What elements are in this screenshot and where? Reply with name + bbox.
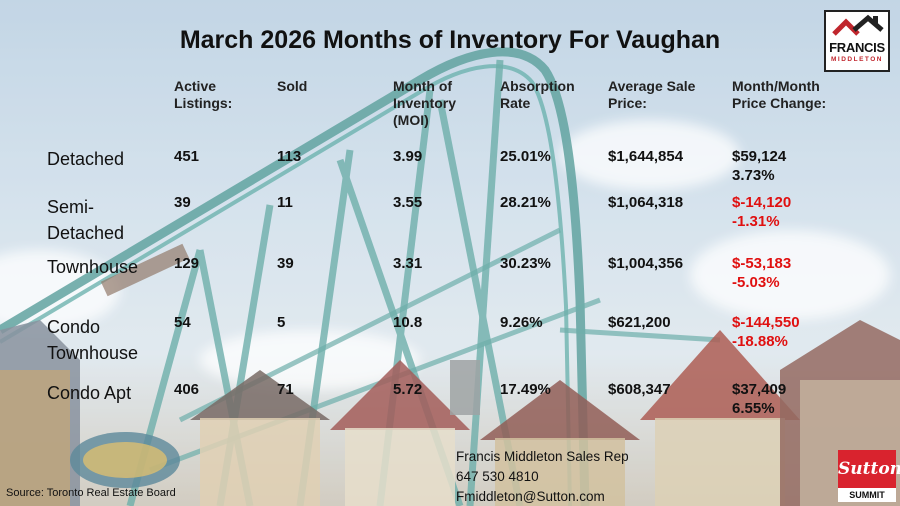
cell-active: 39 — [174, 194, 191, 211]
header-month-change: Month/Month Price Change: — [732, 78, 827, 111]
cell-avg-price: $1,004,356 — [608, 255, 684, 272]
cell-avg-price: $1,064,318 — [608, 194, 684, 211]
cell-moi: 3.99 — [393, 148, 423, 165]
source-note: Source: Toronto Real Estate Board — [6, 487, 176, 499]
cell-price-change: $-14,120 -1.31% — [732, 194, 792, 230]
cell-moi: 5.72 — [393, 381, 423, 398]
contact-info: Francis Middleton Sales Rep 647 530 4810… — [456, 447, 629, 506]
cell-absorption: 28.21% — [500, 194, 551, 211]
row-label-townhouse: Townhouse — [47, 257, 139, 277]
cell-moi: 3.55 — [393, 194, 423, 211]
cell-sold: 71 — [277, 381, 294, 398]
row-label-semi-detached: Semi- Detached — [47, 197, 125, 243]
header-active-listings: Active Listings: — [174, 78, 233, 111]
slide-title: March 2026 Months of Inventory For Vaugh… — [179, 26, 721, 54]
header-average-sale-price: Average Sale Price: — [608, 78, 696, 111]
francis-middleton-logo: FRANCIS MIDDLETON — [824, 10, 890, 72]
cell-sold: 5 — [277, 314, 286, 331]
header-sold: Sold — [277, 78, 308, 94]
cell-absorption: 30.23% — [500, 255, 551, 272]
cell-moi: 3.31 — [393, 255, 423, 272]
cell-avg-price: $621,200 — [608, 314, 671, 331]
contact-phone: 647 530 4810 — [456, 469, 539, 484]
cell-active: 406 — [174, 381, 200, 398]
cell-price-change: $59,124 3.73% — [732, 148, 787, 184]
row-label-condo-apt: Condo Apt — [47, 383, 132, 403]
row-label-detached: Detached — [47, 149, 125, 169]
cell-absorption: 17.49% — [500, 381, 551, 398]
cell-price-change: $37,409 6.55% — [732, 381, 787, 417]
cell-moi: 10.8 — [393, 314, 423, 331]
sutton-brand: Sutton — [838, 450, 900, 488]
cell-price-change: $-144,550 -18.88% — [732, 314, 800, 350]
cell-avg-price: $1,644,854 — [608, 148, 684, 165]
cell-absorption: 25.01% — [500, 148, 551, 165]
cell-absorption: 9.26% — [500, 314, 543, 331]
header-moi: Month of Inventory (MOI) — [393, 78, 457, 128]
contact-name: Francis Middleton Sales Rep — [456, 449, 629, 464]
contact-email: Fmiddleton@Sutton.com — [456, 489, 605, 504]
header-absorption-rate: Absorption Rate — [500, 78, 575, 111]
cell-sold: 39 — [277, 255, 294, 272]
logo-name-line2: MIDDLETON — [830, 56, 884, 63]
cell-sold: 113 — [277, 148, 302, 165]
cell-price-change: $-53,183 -5.03% — [732, 255, 792, 291]
sutton-logo: Sutton SUMMIT — [838, 450, 900, 502]
cell-avg-price: $608,347 — [608, 381, 671, 398]
logo-name-line1: FRANCIS — [829, 40, 885, 55]
cell-active: 451 — [174, 148, 200, 165]
cell-active: 54 — [174, 314, 191, 331]
cell-sold: 11 — [277, 194, 293, 211]
sutton-sub: SUMMIT — [838, 488, 896, 502]
row-label-condo-townhouse: Condo Townhouse — [47, 317, 139, 363]
house-roof-icon — [832, 14, 884, 36]
cell-active: 129 — [174, 255, 200, 272]
